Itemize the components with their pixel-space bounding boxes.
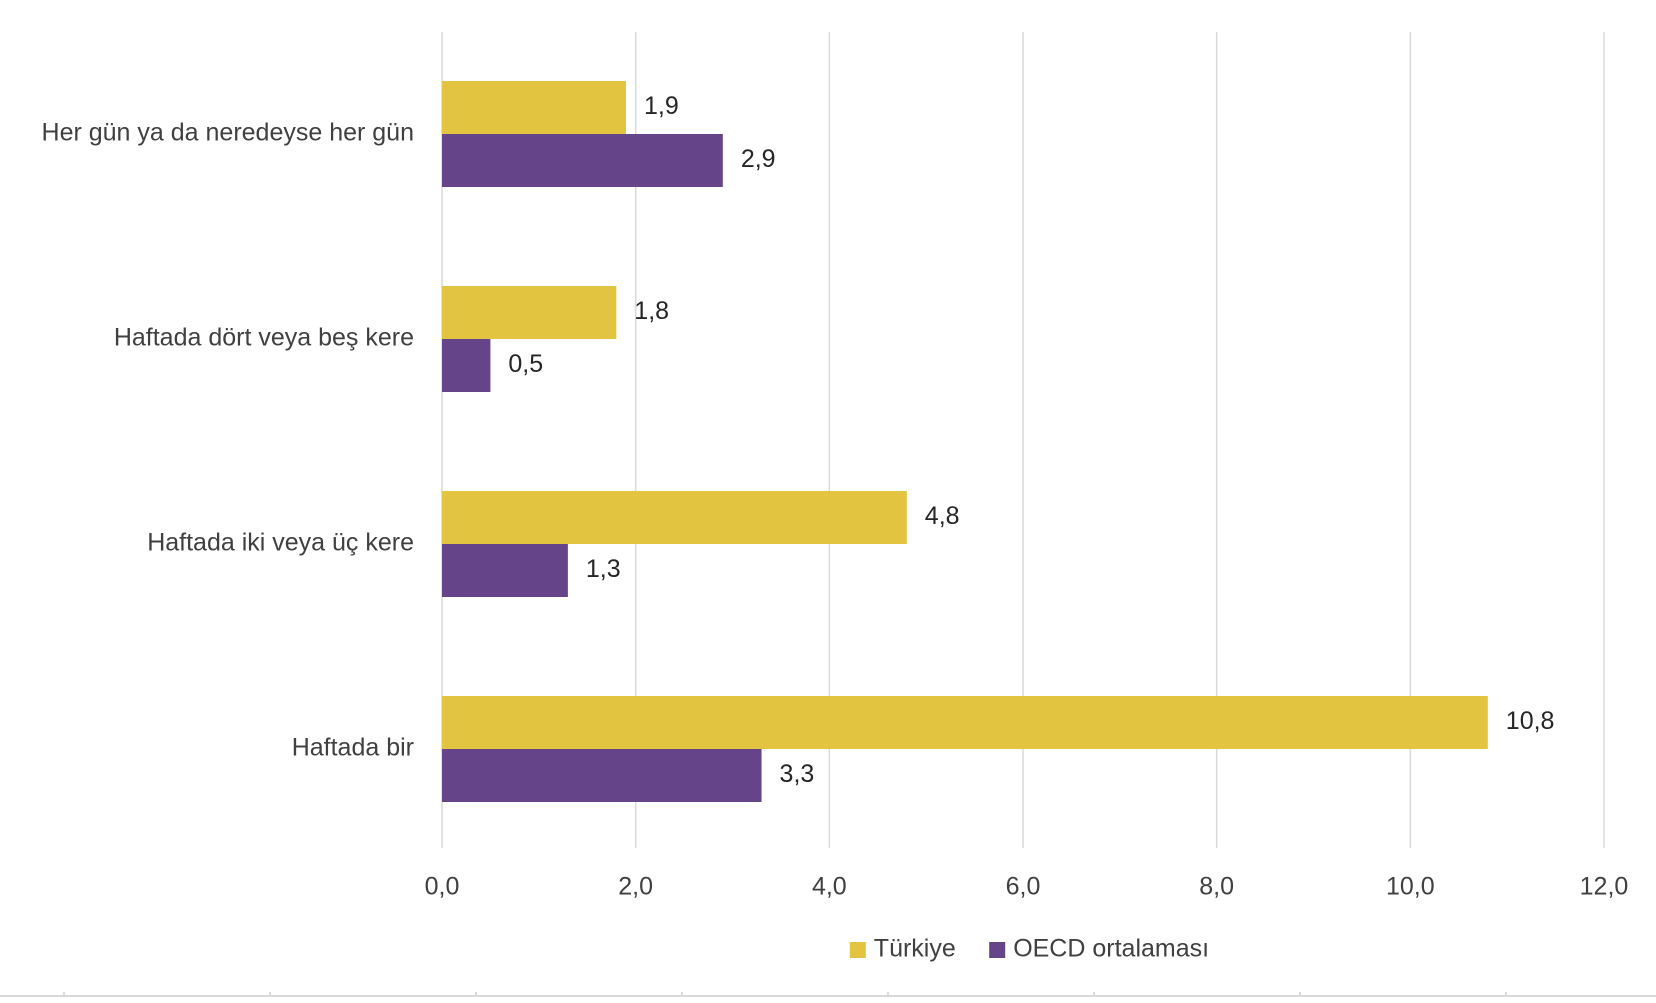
legend-label: Türkiye bbox=[874, 935, 956, 963]
data-label: 1,3 bbox=[586, 555, 621, 583]
bar-turkiye bbox=[442, 81, 626, 134]
data-label: 0,5 bbox=[508, 350, 543, 378]
category-label: Haftada dört veya beş kere bbox=[114, 324, 414, 352]
x-tick-label: 2,0 bbox=[618, 873, 653, 901]
data-label: 2,9 bbox=[741, 145, 776, 173]
data-label: 4,8 bbox=[925, 502, 960, 530]
data-label: 10,8 bbox=[1506, 707, 1555, 735]
legend-swatch bbox=[989, 942, 1006, 958]
data-label: 3,3 bbox=[780, 760, 815, 788]
category-label: Her gün ya da neredeyse her gün bbox=[42, 119, 414, 147]
x-tick-label: 10,0 bbox=[1386, 873, 1435, 901]
bars bbox=[442, 81, 1488, 802]
data-label: 1,8 bbox=[634, 297, 669, 325]
x-tick-label: 8,0 bbox=[1199, 873, 1234, 901]
bar-oecd bbox=[442, 339, 491, 392]
bar-oecd bbox=[442, 544, 568, 597]
legend-label: OECD ortalaması bbox=[1013, 935, 1209, 963]
bar-oecd bbox=[442, 749, 762, 802]
bottom-border bbox=[0, 992, 1656, 997]
category-label: Haftada bir bbox=[292, 734, 414, 762]
bar-turkiye bbox=[442, 491, 907, 544]
bar-turkiye bbox=[442, 696, 1488, 749]
x-tick-label: 6,0 bbox=[1006, 873, 1041, 901]
bar-turkiye bbox=[442, 286, 617, 339]
x-tick-label: 12,0 bbox=[1580, 873, 1629, 901]
bar-oecd bbox=[442, 134, 723, 187]
category-labels: Her gün ya da neredeyse her gün Haftada d… bbox=[42, 119, 414, 762]
data-labels: 1,9 2,9 1,8 0,5 4,8 1,3 10,8 3,3 bbox=[508, 92, 1554, 788]
x-axis-ticks: 0,0 2,0 4,0 6,0 8,0 10,0 12,0 bbox=[425, 873, 1629, 901]
x-tick-label: 0,0 bbox=[425, 873, 460, 901]
legend-swatch bbox=[849, 942, 866, 958]
data-label: 1,9 bbox=[644, 92, 679, 120]
category-label: Haftada iki veya üç kere bbox=[147, 529, 414, 557]
x-tick-label: 4,0 bbox=[812, 873, 847, 901]
legend: Türkiye OECD ortalaması bbox=[849, 935, 1209, 963]
